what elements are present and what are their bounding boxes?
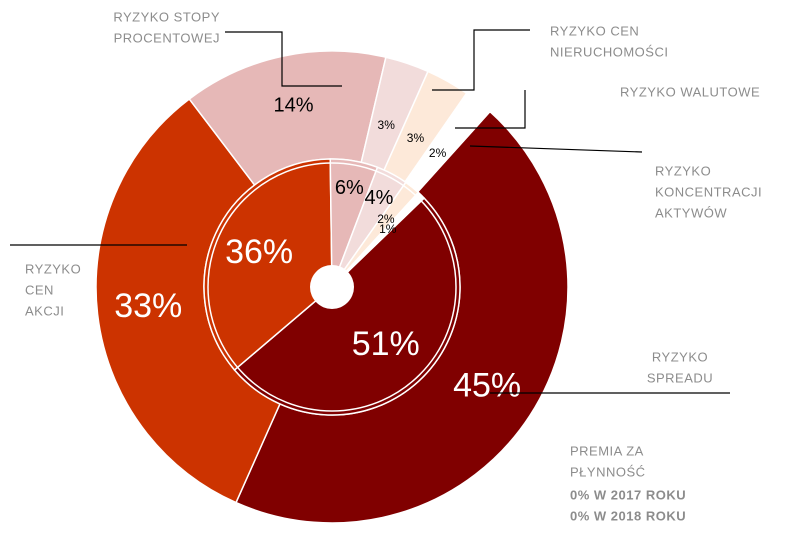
value-label: 6% xyxy=(335,177,364,199)
value-label: 3% xyxy=(378,118,396,132)
hole xyxy=(310,265,354,309)
category-label: RYZYKO xyxy=(25,261,81,276)
category-label: RYZYKO WALUTOWE xyxy=(620,84,760,99)
value-label: 2% xyxy=(377,212,395,226)
slice xyxy=(331,191,426,288)
category-label: AKCJI xyxy=(25,303,64,318)
slice xyxy=(203,158,333,372)
value-label: 14% xyxy=(274,94,314,116)
annotation: 0% W 2018 ROKU xyxy=(570,508,686,523)
category-label: CEN xyxy=(25,282,54,297)
category-label: KONCENTRACJI xyxy=(655,184,762,199)
category-label: RYZYKO xyxy=(655,163,711,178)
value-label: 33% xyxy=(114,287,182,325)
annotation: 0% W 2017 ROKU xyxy=(570,487,686,502)
category-label: RYZYKO xyxy=(652,349,708,364)
value-label: 45% xyxy=(453,367,521,405)
rings xyxy=(95,50,569,524)
annotation: PŁYNNOŚĆ xyxy=(570,464,646,479)
category-label: PROCENTOWEJ xyxy=(114,30,220,45)
value-label: 2% xyxy=(429,146,447,160)
ring-separator xyxy=(207,162,457,412)
leader-line xyxy=(225,31,342,87)
annotation: PREMIA ZA xyxy=(570,443,644,458)
leader-line xyxy=(455,90,526,129)
category-label: SPREADU xyxy=(647,370,713,385)
value-label: 4% xyxy=(364,187,393,209)
value-label: 36% xyxy=(225,233,293,271)
leader-line xyxy=(469,145,643,153)
value-label: 51% xyxy=(352,325,420,363)
value-label: 3% xyxy=(407,131,425,145)
category-label: RYZYKO CEN xyxy=(550,23,639,38)
leader-line xyxy=(432,29,530,91)
labels: 45%33%14%3%3%2%51%36%6% 4%2%1%RYZYKOSPREA… xyxy=(10,9,762,523)
category-label: RYZYKO STOPY xyxy=(113,9,220,24)
value-label: 1% xyxy=(379,222,397,236)
slice xyxy=(233,197,461,416)
category-label: AKTYWÓW xyxy=(655,205,727,220)
category-label: NIERUCHOMOŚCI xyxy=(550,44,668,59)
